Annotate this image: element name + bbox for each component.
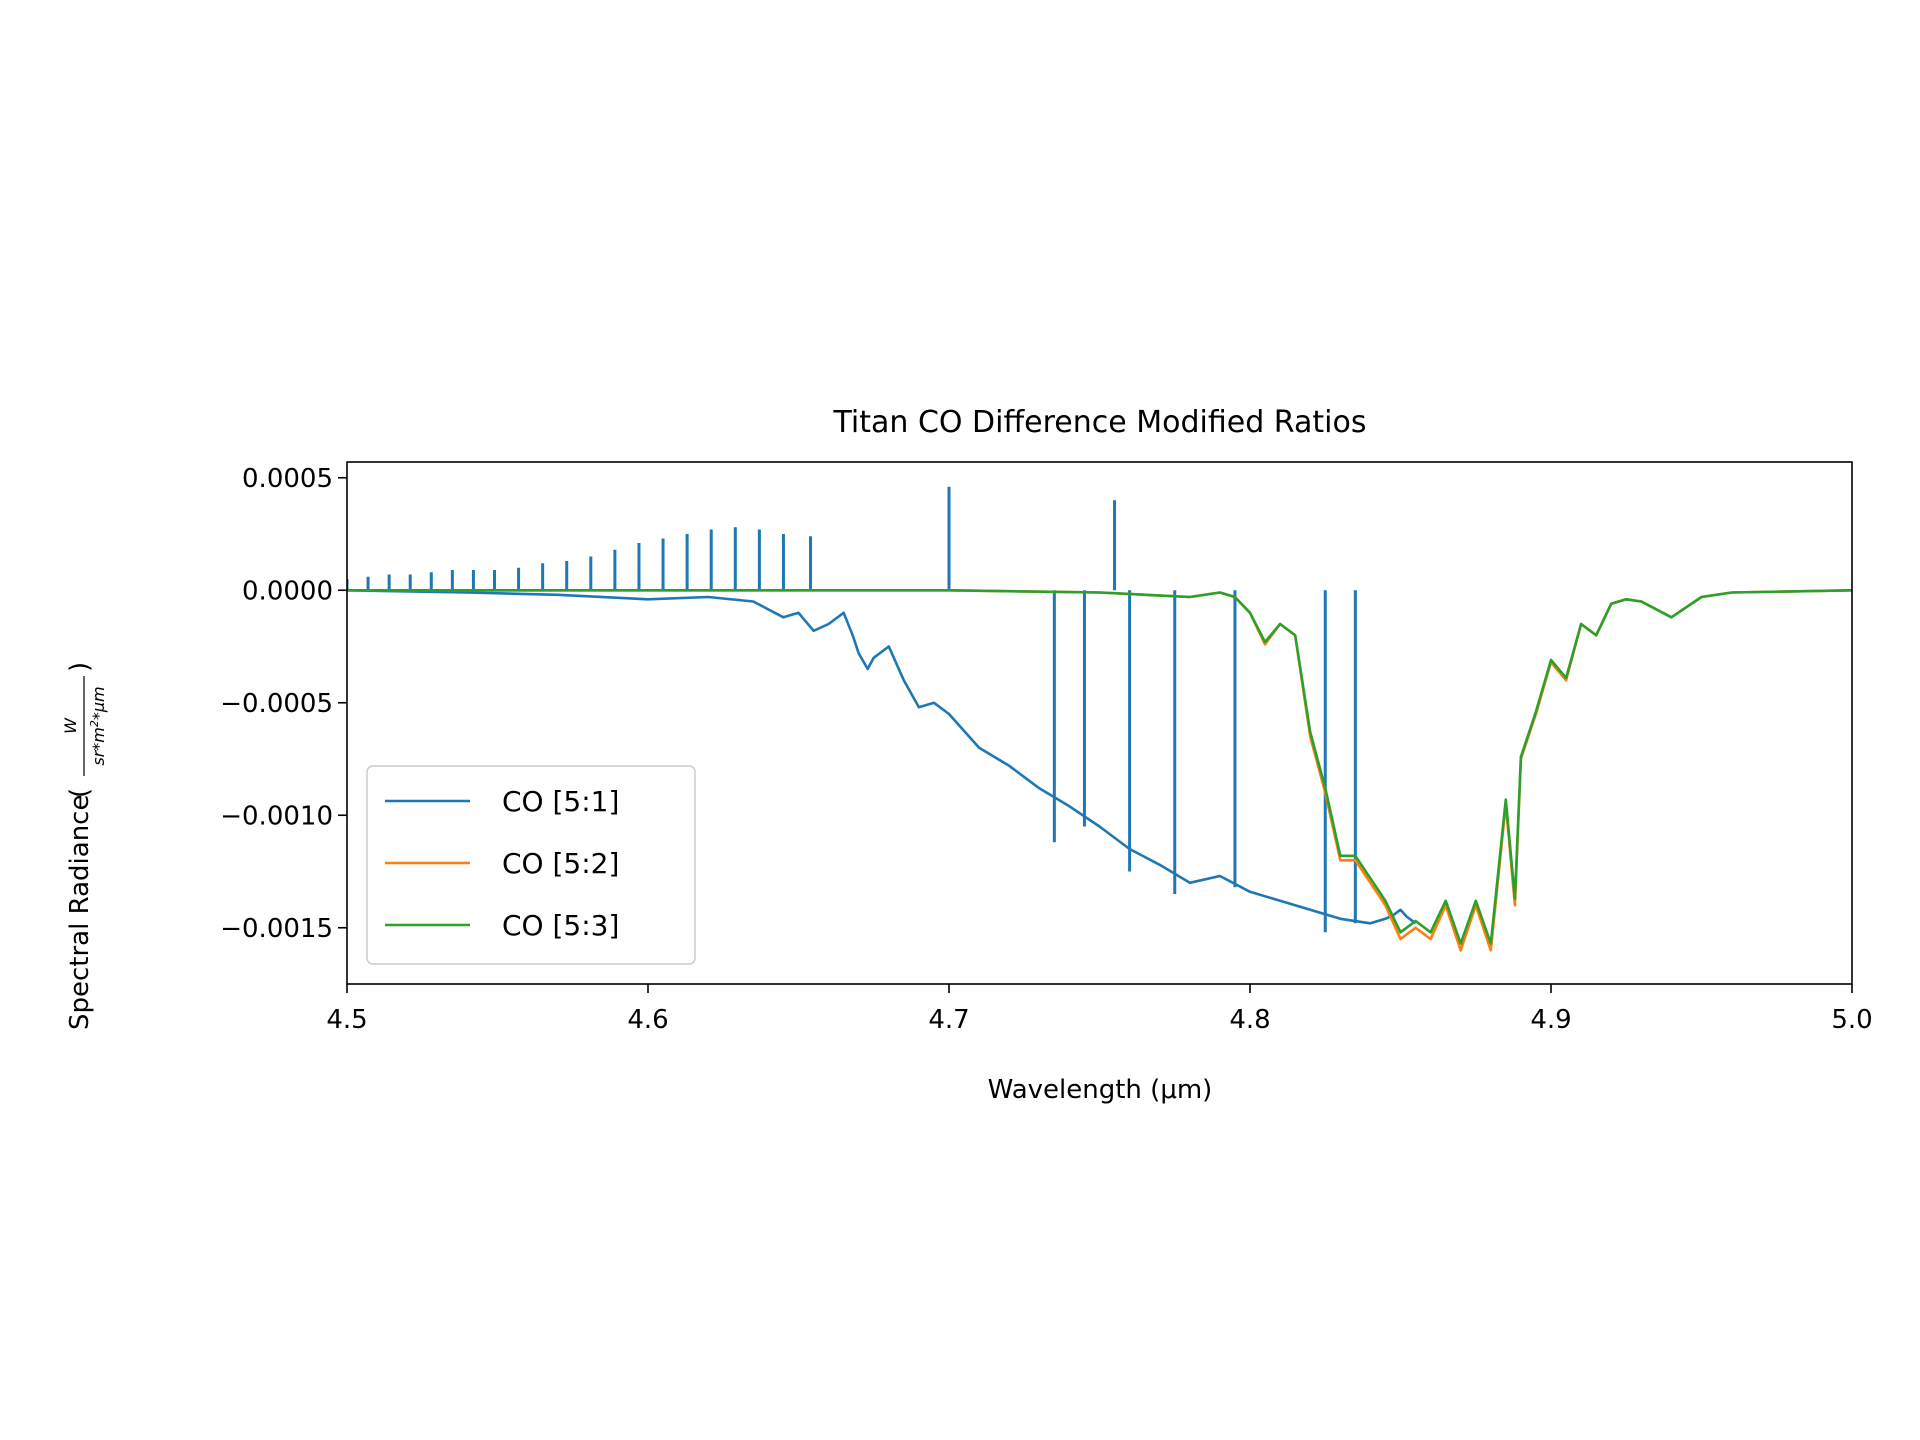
- y-unit-close-paren: ): [65, 662, 95, 672]
- legend-label: CO [5:2]: [502, 847, 619, 880]
- y-unit-part: m: [89, 727, 108, 743]
- series-3-line: [347, 589, 1852, 945]
- x-tick-label: 4.5: [326, 1005, 367, 1035]
- y-unit-part: sr: [89, 749, 108, 765]
- x-tick-label: 4.6: [627, 1005, 668, 1035]
- legend: CO [5:1] CO [5:2] CO [5:3]: [366, 765, 696, 965]
- y-axis-label-group: Spectral Radiance ( W sr*m2*μm ): [61, 662, 108, 1030]
- y-axis: 0.0005 0.0000 −0.0005 −0.0010 −0.0015: [220, 464, 347, 944]
- y-tick-label: −0.0005: [220, 689, 333, 719]
- series-1-line: [347, 589, 1417, 925]
- y-unit-part: *: [89, 712, 108, 720]
- x-tick-label: 4.8: [1229, 1005, 1270, 1035]
- y-unit-open-paren: (: [65, 788, 95, 798]
- y-tick-label: 0.0005: [242, 464, 333, 494]
- y-tick-label: −0.0010: [220, 801, 333, 831]
- legend-label: CO [5:3]: [502, 909, 619, 942]
- x-axis: 4.5 4.6 4.7 4.8 4.9 5.0: [326, 984, 1873, 1035]
- chart-title: Titan CO Difference Modified Ratios: [833, 405, 1367, 440]
- y-unit-part: *: [89, 743, 108, 751]
- x-tick-label: 4.9: [1530, 1005, 1571, 1035]
- y-unit-denominator: sr*m2*μm: [88, 686, 108, 765]
- plot-frame: [346, 461, 1853, 985]
- x-tick-label: 5.0: [1831, 1005, 1872, 1035]
- series-layer: [347, 486, 1852, 952]
- legend-label: CO [5:1]: [502, 785, 619, 818]
- y-axis-label: Spectral Radiance: [65, 795, 95, 1030]
- x-axis-label: Wavelength (μm): [988, 1075, 1213, 1105]
- x-tick-label: 4.7: [928, 1005, 969, 1035]
- y-unit-part: 2: [88, 720, 101, 727]
- y-unit-numerator: W: [61, 717, 80, 734]
- y-tick-label: −0.0015: [220, 914, 333, 944]
- legend-frame: [366, 765, 696, 965]
- y-unit-part: μm: [89, 686, 108, 713]
- y-tick-label: 0.0000: [242, 576, 333, 606]
